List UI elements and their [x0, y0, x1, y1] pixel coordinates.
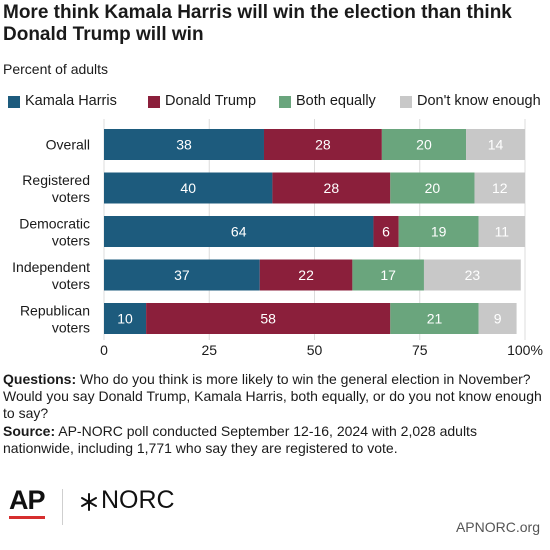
- bar-segment: [104, 216, 374, 247]
- bar-segment: [478, 303, 517, 334]
- data-label: 6: [382, 224, 390, 240]
- data-label: 17: [380, 267, 396, 283]
- source-note: Source: AP-NORC poll conducted September…: [3, 423, 543, 457]
- bar-segment: [104, 172, 273, 204]
- bar-segment: [390, 172, 475, 204]
- questions-text: Who do you think is more likely to win t…: [3, 371, 542, 421]
- category-label: Overall: [46, 137, 90, 153]
- legend-label: Both equally: [296, 93, 376, 109]
- source-text: AP-NORC poll conducted September 12-16, …: [3, 423, 477, 456]
- x-tick-label: 100%: [507, 342, 543, 358]
- category-label: Registered voters: [22, 172, 90, 205]
- data-label: 28: [324, 180, 340, 196]
- bar-segment: [263, 129, 382, 160]
- legend-label: Kamala Harris: [25, 93, 117, 109]
- x-tick-label: 0: [100, 342, 108, 358]
- questions-note: Questions: Who do you think is more like…: [3, 371, 543, 422]
- data-label: 19: [431, 224, 447, 240]
- source-label: Source:: [3, 423, 56, 439]
- category-label: Independent voters: [12, 259, 90, 292]
- bar-segment: [478, 216, 525, 247]
- data-label: 20: [425, 180, 441, 196]
- bar-segment: [373, 216, 399, 247]
- footer-divider: [62, 489, 63, 525]
- bar-segment: [104, 303, 147, 334]
- bar-segment: [381, 129, 467, 160]
- data-label: 21: [427, 311, 443, 327]
- bar-segment: [423, 259, 521, 291]
- x-tick-label: 25: [201, 342, 217, 358]
- data-label: 14: [488, 137, 504, 153]
- notes: Questions: Who do you think is more like…: [3, 371, 543, 458]
- data-label: 12: [492, 180, 508, 196]
- data-label: 9: [494, 311, 502, 327]
- bar-segment: [352, 259, 424, 291]
- data-label: 40: [180, 180, 196, 196]
- data-label: 23: [465, 267, 481, 283]
- ap-logo: AP: [9, 485, 46, 519]
- data-label: 22: [298, 267, 314, 283]
- data-label: 20: [416, 137, 432, 153]
- norc-logo: NORC: [101, 486, 175, 514]
- questions-label: Questions:: [3, 371, 77, 387]
- legend-label: Don't know enough: [417, 93, 541, 109]
- bar-segment: [104, 259, 260, 291]
- legend-swatch: [8, 96, 20, 108]
- data-label: 28: [315, 137, 331, 153]
- data-label: 10: [117, 311, 133, 327]
- data-label: 11: [495, 224, 510, 240]
- chart-title: More think Kamala Harris will win the el…: [3, 2, 512, 45]
- data-label: 64: [231, 224, 247, 240]
- bar-segment: [390, 303, 479, 334]
- x-tick-label: 50: [307, 342, 323, 358]
- data-label: 58: [260, 311, 276, 327]
- stacked-bar-chart: Overall 38 28 20 14 Registered voters 40 28 20 12 D…: [12, 119, 543, 358]
- data-label: 37: [174, 267, 190, 283]
- category-label: Republican voters: [20, 303, 90, 336]
- legend-swatch: [279, 96, 291, 108]
- website-link[interactable]: APNORC.org: [455, 519, 540, 535]
- x-tick-label: 75: [412, 342, 428, 358]
- data-label: 38: [176, 137, 192, 153]
- norc-star-icon: [81, 493, 97, 511]
- bar-segment: [398, 216, 479, 247]
- bar-segment: [466, 129, 525, 160]
- category-label: Democratic voters: [19, 216, 90, 249]
- bar-segment: [272, 172, 391, 204]
- bar-segment: [104, 129, 264, 160]
- bar-segment: [474, 172, 525, 204]
- chart-subtitle: Percent of adults: [3, 61, 109, 77]
- bar-segment: [259, 259, 353, 291]
- legend-swatch: [148, 96, 160, 108]
- bar-segment: [146, 303, 391, 334]
- legend-swatch: [400, 96, 412, 108]
- legend-label: Donald Trump: [165, 93, 257, 109]
